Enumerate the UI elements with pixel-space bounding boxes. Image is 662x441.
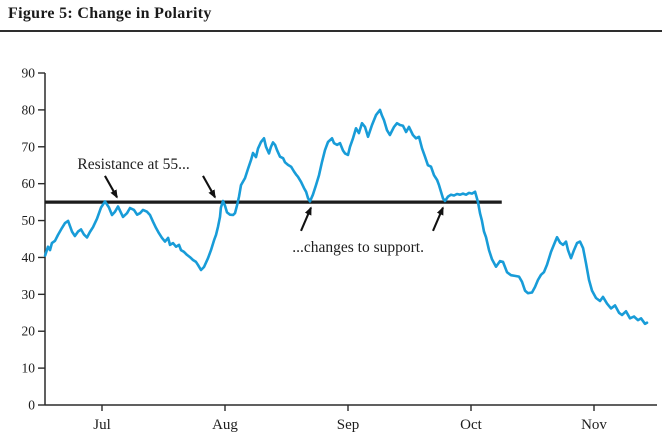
- y-tick-label: 70: [22, 139, 36, 154]
- annotation-arrow: [432, 206, 444, 232]
- annotation-arrow: [104, 175, 118, 199]
- x-tick-label: Nov: [581, 417, 607, 433]
- y-tick-label: 40: [22, 250, 36, 265]
- x-tick-label: Aug: [212, 417, 238, 433]
- annotation-support: ...changes to support.: [292, 239, 424, 256]
- y-tick-label: 30: [22, 287, 36, 302]
- y-tick-label: 90: [22, 66, 36, 81]
- title-rule: [0, 30, 662, 32]
- y-tick-label: 60: [22, 176, 36, 191]
- x-tick-label: Sep: [337, 417, 360, 433]
- annotation-resistance: Resistance at 55...: [77, 156, 189, 173]
- y-tick-label: 20: [22, 324, 36, 339]
- annotation-arrow: [300, 206, 312, 232]
- x-tick-label: Oct: [460, 417, 482, 433]
- y-tick-label: 10: [22, 361, 36, 376]
- annotation-arrow: [202, 175, 216, 199]
- figure-title: Figure 5: Change in Polarity: [8, 5, 212, 22]
- y-tick-label: 0: [28, 398, 35, 413]
- y-tick-label: 50: [22, 213, 36, 228]
- x-tick-label: Jul: [93, 417, 111, 433]
- y-tick-label: 80: [22, 102, 36, 117]
- price-line: [43, 108, 649, 326]
